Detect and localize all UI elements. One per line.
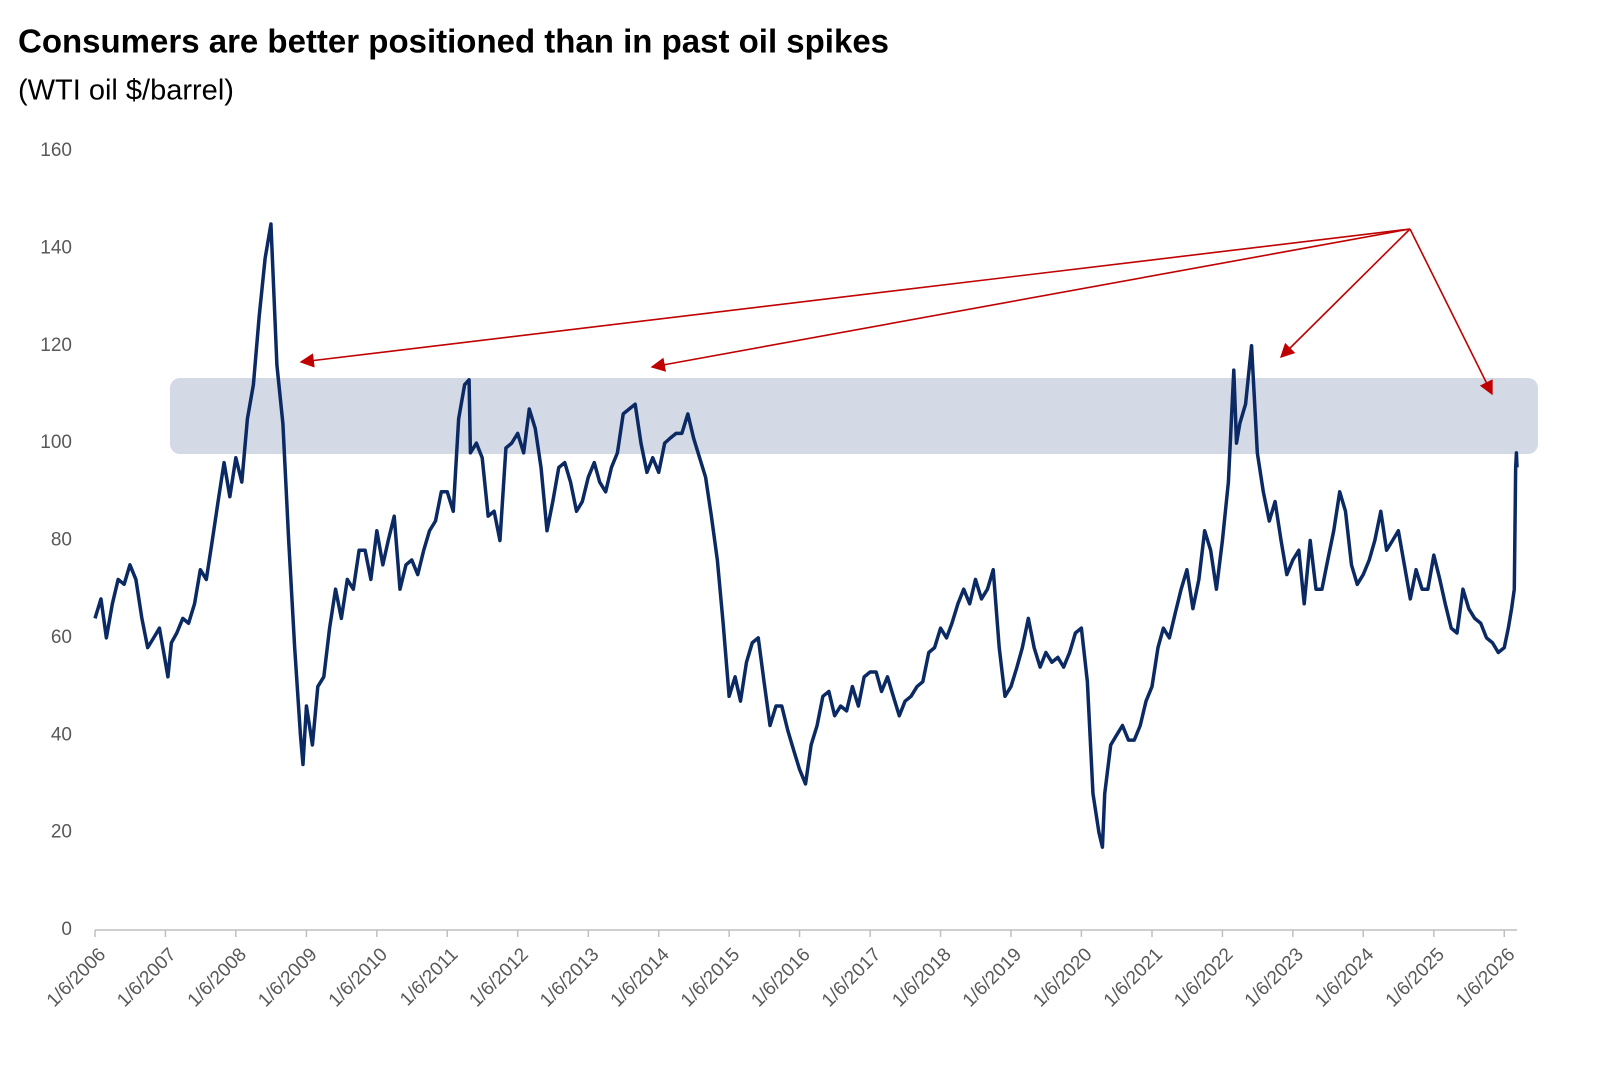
y-tick-label: 20 bbox=[51, 822, 72, 843]
x-tick-label: 1/6/2010 bbox=[325, 944, 392, 1011]
arrow bbox=[299, 228, 1411, 368]
highlight-band bbox=[170, 378, 1538, 454]
x-tick-label: 1/6/2015 bbox=[677, 944, 744, 1011]
x-tick-label: 1/6/2012 bbox=[466, 944, 533, 1011]
chart-subtitle: (WTI oil $/barrel) bbox=[18, 75, 234, 107]
y-tick-label: 120 bbox=[40, 335, 72, 356]
x-tick-label: 1/6/2021 bbox=[1100, 944, 1167, 1011]
chart-title: Consumers are better positioned than in … bbox=[18, 23, 889, 60]
y-tick-label: 140 bbox=[40, 237, 72, 258]
x-tick-label: 1/6/2009 bbox=[254, 944, 321, 1011]
x-tick-label: 1/6/2020 bbox=[1029, 944, 1096, 1011]
price-line bbox=[93, 222, 1519, 849]
y-tick-label: 80 bbox=[51, 530, 72, 551]
y-tick-label: 160 bbox=[40, 140, 72, 161]
arrow bbox=[650, 228, 1411, 372]
arrows bbox=[299, 228, 1493, 396]
x-tick-label: 1/6/2023 bbox=[1241, 944, 1308, 1011]
x-tick-label: 1/6/2016 bbox=[747, 944, 814, 1011]
x-tick-label: 1/6/2011 bbox=[396, 944, 462, 1010]
x-tick-label: 1/6/2018 bbox=[888, 944, 955, 1011]
x-tick-label: 1/6/2014 bbox=[607, 944, 674, 1011]
y-tick-label: 60 bbox=[51, 627, 72, 648]
arrow bbox=[1279, 228, 1411, 359]
x-tick-label: 1/6/2025 bbox=[1382, 944, 1449, 1011]
x-tick-label: 1/6/2024 bbox=[1311, 944, 1378, 1011]
arrow bbox=[1409, 228, 1493, 396]
y-tick-label: 40 bbox=[51, 724, 72, 745]
x-tick-label: 1/6/2008 bbox=[184, 944, 251, 1011]
x-tick-label: 1/6/2006 bbox=[43, 944, 110, 1011]
x-tick-label: 1/6/2022 bbox=[1170, 944, 1237, 1011]
x-tick-label: 1/6/2017 bbox=[818, 944, 885, 1011]
x-tick-label: 1/6/2026 bbox=[1452, 944, 1519, 1011]
x-tick-label: 1/6/2007 bbox=[113, 944, 180, 1011]
y-tick-label: 0 bbox=[61, 919, 72, 940]
x-tick-label: 1/6/2013 bbox=[536, 944, 603, 1011]
y-tick-label: 100 bbox=[40, 432, 72, 453]
x-tick-label: 1/6/2019 bbox=[959, 944, 1026, 1011]
